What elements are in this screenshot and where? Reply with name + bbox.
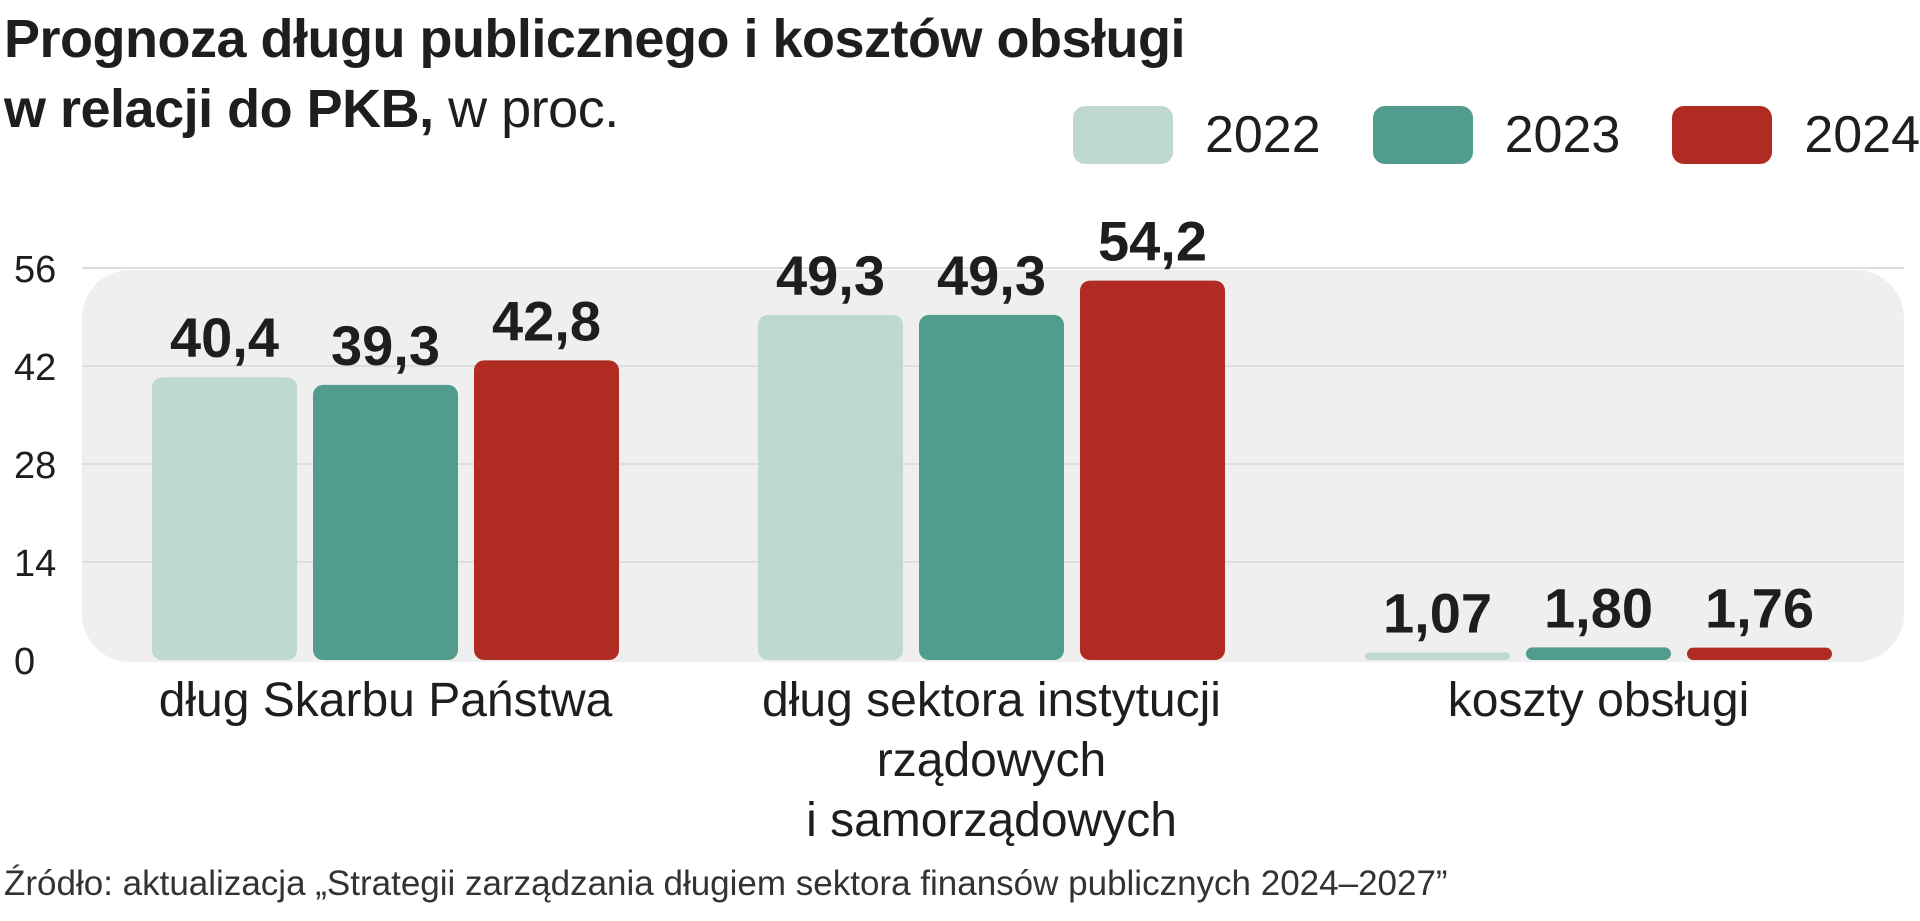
legend-item-2023: 2023 [1372,105,1621,165]
bar [919,314,1064,660]
bar-chart: 0 14 28 42 56 40,4 49,3 1,07 39,3 49,3 1,80 42,8 54,… [14,210,1904,847]
data-label: 42,8 [492,289,601,352]
legend-label: 2022 [1204,106,1321,164]
y-tick-label: 42 [14,347,56,389]
bar [1526,647,1671,660]
legend-swatch [1372,106,1473,164]
data-label: 54,2 [1098,210,1207,273]
legend-label: 2024 [1804,106,1920,164]
category-label: koszty obsługi [1448,674,1749,727]
bar [1080,280,1225,660]
category-label: dług Skarbu Państwa [159,674,613,727]
legend-label: 2023 [1504,106,1621,164]
legend-swatch [1672,106,1773,164]
data-label: 1,80 [1544,576,1653,639]
data-label: 49,3 [776,244,885,307]
data-label: 1,76 [1705,577,1814,640]
category-label: dług sektora instytucji [762,674,1221,727]
legend-item-2022: 2022 [1072,105,1321,165]
bar [1687,647,1832,660]
unit-label: w proc. [448,79,619,139]
data-label: 39,3 [331,314,440,377]
y-tick-label: 56 [14,249,56,291]
data-label: 40,4 [170,306,279,369]
source-note: Źródło: aktualizacja „Strategii zarządza… [4,864,1448,903]
data-label: 49,3 [937,244,1046,307]
legend-swatch [1072,106,1173,164]
y-tick-label: 14 [14,543,56,585]
legend: 2022 2023 2024 [1021,104,1920,166]
chart-title: Prognoza długu publicznego i kosztów obs… [4,4,1185,144]
y-tick-label: 28 [14,445,56,487]
category-label: i samorządowych [806,794,1177,847]
bar [152,377,297,660]
y-tick-label: 0 [14,641,35,683]
data-label: 1,07 [1383,582,1492,645]
bar [1365,652,1510,660]
title-line-1: Prognoza długu publicznego i kosztów obs… [4,9,1185,69]
legend-item-2024: 2024 [1672,105,1920,165]
bar [474,360,619,660]
bar [758,314,903,660]
category-label: rządowych [877,734,1106,787]
bar [313,384,458,660]
title-line-2: w relacji do PKB, [4,79,434,139]
